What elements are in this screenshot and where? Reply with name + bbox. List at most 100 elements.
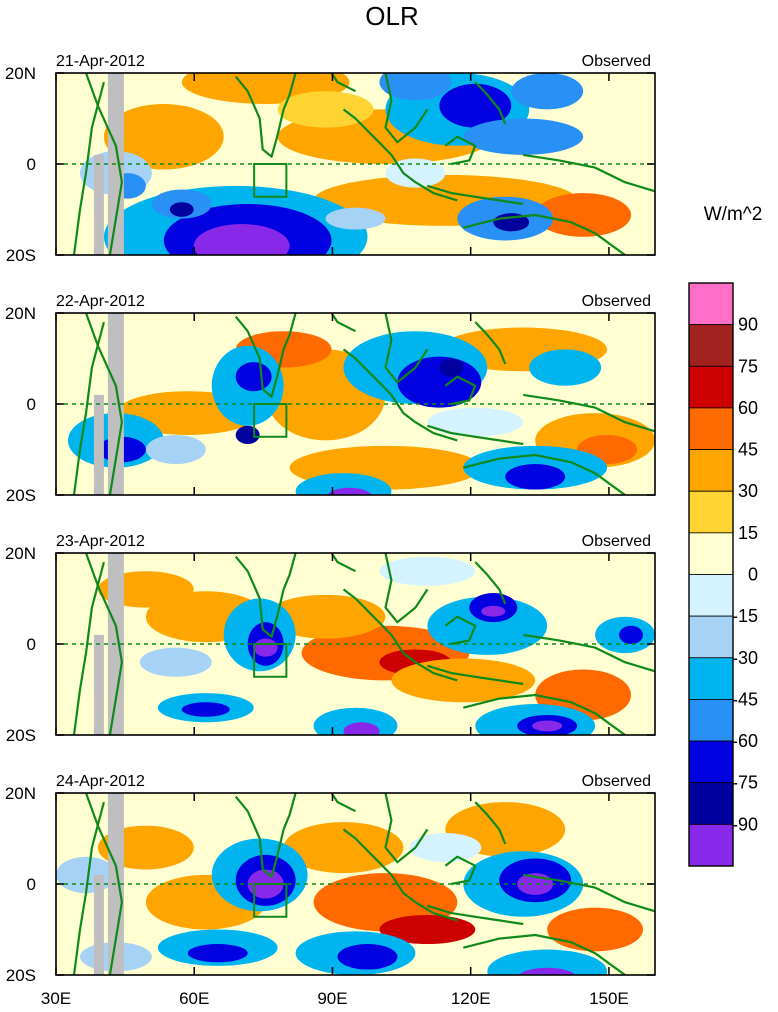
coastline (384, 313, 429, 384)
missing-data-mask (93, 874, 104, 975)
coastline (72, 801, 105, 975)
colorbar-label: -90 (732, 814, 758, 834)
reference-box (253, 163, 288, 198)
olr-anomaly-region (535, 193, 632, 237)
colorbar-swatch (688, 740, 734, 784)
coastline (84, 793, 123, 975)
olr-anomaly-region (326, 487, 373, 495)
colorbar-swatch (688, 782, 734, 825)
colorbar-label: 0 (748, 565, 758, 585)
olr-anomaly-region (265, 594, 386, 639)
colorbar-label: 75 (738, 356, 758, 376)
coastline (523, 873, 655, 913)
coastline (427, 184, 524, 206)
olr-anomaly-region (518, 967, 576, 975)
olr-anomaly-region (253, 638, 278, 657)
coastlines (72, 313, 655, 495)
panel: 20N 0 20S 22-Apr-2012 Observed (5, 293, 656, 505)
colorbar-swatch (688, 324, 734, 367)
panel: 20N 0 20S 23-Apr-2012 Observed (5, 533, 656, 745)
units-label: W/m^2 (704, 204, 763, 225)
olr-anomaly-region (487, 949, 608, 975)
olr-anomaly-region (277, 91, 374, 128)
reference-box (253, 643, 288, 678)
olr-anomaly-region (193, 224, 290, 255)
olr-anomaly-region (619, 625, 644, 645)
coastline (444, 855, 477, 886)
colorbar-swatch (688, 490, 734, 534)
y-tick-label: 20N (5, 784, 36, 803)
coastlines (72, 73, 655, 255)
coastline (234, 793, 297, 878)
olr-anomaly-region (379, 556, 476, 586)
x-tick-label: 30E (41, 989, 71, 1008)
olr-anomaly-region (343, 722, 380, 735)
y-tick-label: 20N (5, 64, 36, 83)
coastline (342, 588, 458, 682)
colorbar-swatch (688, 657, 734, 700)
colorbar-label: 15 (738, 523, 758, 543)
y-tick-label: 20S (6, 486, 36, 505)
coastline (84, 553, 123, 735)
colorbar-swatch (688, 574, 734, 617)
coastline (474, 321, 507, 365)
coastlines (72, 793, 655, 975)
y-tick-label: 20N (5, 304, 36, 323)
coastline (523, 153, 655, 193)
missing-data-mask (93, 394, 104, 495)
colorbar: W/m^2 90 75 60 45 30 15 0 -15 -30 -45 -60 -75 -90 (688, 204, 763, 867)
y-tick-label: 0 (27, 635, 36, 654)
olr-anomaly-region (463, 118, 584, 155)
coastline (427, 904, 524, 926)
coastline (342, 108, 458, 202)
missing-data-mask (93, 154, 104, 255)
olr-field (56, 73, 655, 255)
coastline (474, 561, 507, 605)
y-tick-label: 20N (5, 544, 36, 563)
coastline (330, 553, 356, 573)
panels-group: 20N 0 20S 21-Apr-2012 Observed 20N 0 20S 22-Apr-… (5, 53, 656, 985)
olr-anomaly-region (505, 464, 566, 490)
panel: 20N 0 20S 24-Apr-2012 Observed (5, 773, 656, 985)
x-tick-label: 120E (451, 989, 491, 1008)
y-tick-label: 20S (6, 246, 36, 265)
coastline (330, 73, 356, 93)
olr-anomaly-region (187, 944, 248, 963)
olr-anomaly-region (391, 658, 536, 703)
coastline (72, 81, 105, 255)
coastline (84, 313, 123, 495)
coastline (427, 664, 524, 686)
coastline (72, 321, 105, 495)
y-tick-label: 0 (27, 155, 36, 174)
reference-box (253, 883, 288, 918)
coastline (444, 375, 477, 406)
coastline (427, 424, 524, 446)
coastline (474, 801, 507, 845)
olr-anomaly-region (337, 944, 398, 970)
olr-anomaly-region (385, 158, 446, 188)
coastline (444, 615, 477, 646)
olr-anomaly-region (139, 647, 212, 677)
x-axis: 30E 60E 90E 120E 150E (41, 989, 629, 1008)
x-tick-label: 60E (179, 989, 209, 1008)
olr-anomaly-region (532, 720, 563, 732)
colorbar-swatch (688, 407, 734, 450)
coastline (234, 313, 297, 398)
colorbar-swatch (688, 699, 734, 742)
colorbar-swatch (688, 282, 734, 326)
colorbar-label: 60 (738, 398, 758, 418)
olr-field (56, 553, 655, 735)
colorbar-label: 45 (738, 440, 758, 460)
coastline (342, 828, 458, 922)
olr-anomaly-region (439, 83, 512, 128)
colorbar-swatch (688, 823, 734, 867)
olr-anomaly-region (235, 425, 260, 445)
coastline (463, 453, 626, 495)
coastline (84, 73, 123, 255)
panel-label: Observed (582, 293, 651, 310)
colorbar-frame (688, 282, 734, 867)
colorbar-label: 90 (738, 315, 758, 335)
reference-box (253, 403, 288, 438)
coastline (234, 73, 297, 158)
